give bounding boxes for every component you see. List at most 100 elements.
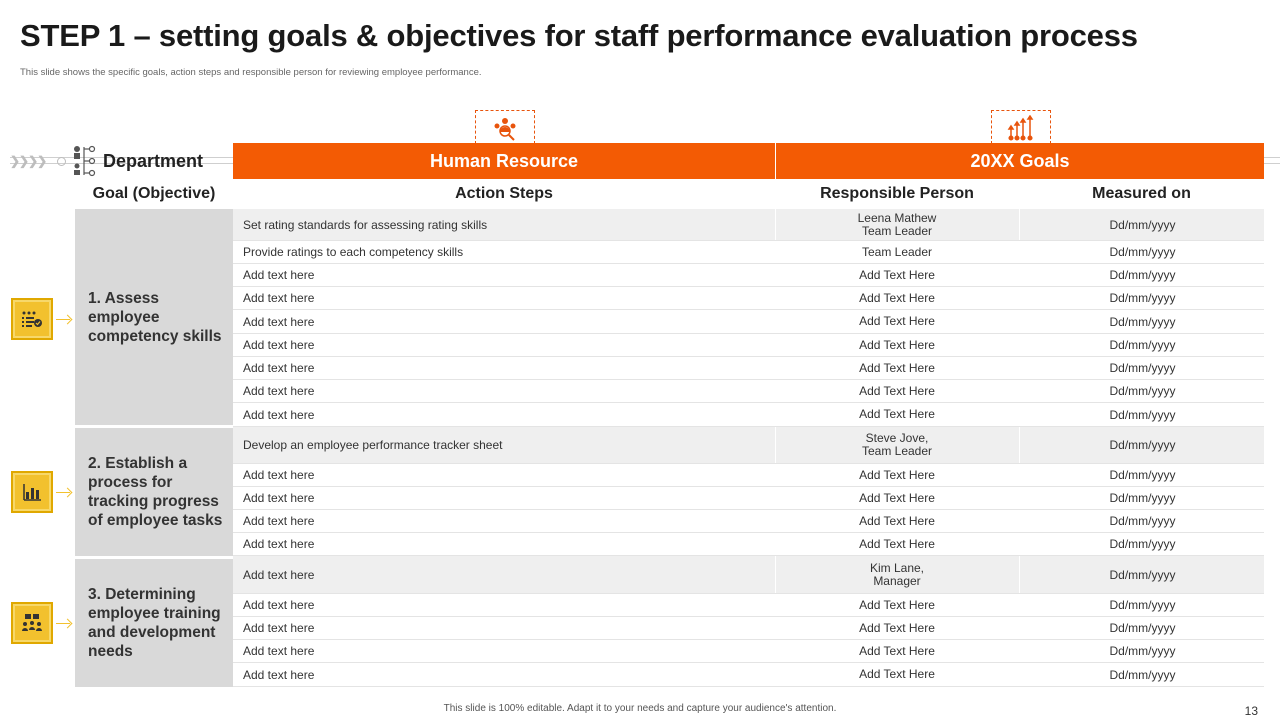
table-row: Add text here Add Text Here Dd/mm/yyyy xyxy=(233,357,1264,380)
responsible-person-cell: Kim Lane, Manager xyxy=(775,556,1019,593)
responsible-person-cell: Team Leader xyxy=(775,241,1019,263)
action-step-cell: Add text here xyxy=(243,384,315,398)
goal-connector-arrow xyxy=(56,492,70,493)
responsible-person-header: Responsible Person xyxy=(820,185,974,202)
measured-on-cell: Dd/mm/yyyy xyxy=(1109,667,1176,682)
responsible-person-cell: Add Text Here xyxy=(775,640,1019,662)
column-divider xyxy=(775,427,776,463)
column-divider xyxy=(1019,209,1020,240)
action-step-cell: Add text here xyxy=(243,268,315,282)
header-guide-line xyxy=(10,157,233,158)
action-step-cell: Add text here xyxy=(243,537,315,551)
column-divider xyxy=(775,209,776,240)
action-step-cell: Add text here xyxy=(243,598,315,612)
table-row: Add text here Add Text Here Dd/mm/yyyy xyxy=(233,380,1264,403)
column-divider xyxy=(1019,510,1020,532)
training-group-icon xyxy=(11,602,53,644)
responsible-person-text: Add Text Here xyxy=(859,314,935,328)
column-divider xyxy=(775,663,776,686)
table-row: Add text here Add Text Here Dd/mm/yyyy xyxy=(233,287,1264,310)
action-step-cell: Add text here xyxy=(243,491,315,505)
team-search-icon xyxy=(475,110,535,144)
measured-on-cell: Dd/mm/yyyy xyxy=(1109,468,1176,482)
responsible-person-cell: Add Text Here xyxy=(775,487,1019,509)
responsible-person-cell: Add Text Here xyxy=(775,594,1019,616)
column-divider xyxy=(1019,310,1020,333)
table-row: Add text here Add Text Here Dd/mm/yyyy xyxy=(233,264,1264,287)
table-row: Add text here Kim Lane, Manager Dd/mm/yyyy xyxy=(233,556,1264,594)
header-guide-line xyxy=(10,163,233,164)
responsible-person-text: Add Text Here xyxy=(859,467,935,482)
column-divider xyxy=(775,287,776,309)
department-header: Human Resource xyxy=(233,143,775,179)
band-divider xyxy=(775,143,776,179)
measured-on-cell: Dd/mm/yyyy xyxy=(1109,245,1176,259)
column-divider xyxy=(1019,287,1020,309)
responsible-person-cell: Add Text Here xyxy=(775,403,1019,426)
measured-on-cell: Dd/mm/yyyy xyxy=(1109,537,1176,551)
column-divider xyxy=(1019,380,1020,402)
department-label: Department xyxy=(103,151,204,171)
table-row: Develop an employee performance tracker … xyxy=(233,427,1264,464)
measured-on-cell: Dd/mm/yyyy xyxy=(1109,314,1176,329)
measured-on-cell: Dd/mm/yyyy xyxy=(1109,384,1176,398)
responsible-person-cell: Steve Jove, Team Leader xyxy=(775,427,1019,463)
column-divider xyxy=(1019,556,1020,593)
measured-on-cell: Dd/mm/yyyy xyxy=(1109,291,1176,305)
table-row: Add text here Add Text Here Dd/mm/yyyy xyxy=(233,510,1264,533)
column-divider xyxy=(1019,663,1020,686)
responsible-person-text: Add Text Here xyxy=(859,267,935,282)
column-divider xyxy=(1019,487,1020,509)
checklist-icon xyxy=(11,298,53,340)
column-divider xyxy=(1019,594,1020,616)
column-divider xyxy=(1019,533,1020,555)
column-divider xyxy=(775,357,776,379)
page-number: 13 xyxy=(1244,704,1258,718)
column-divider xyxy=(775,334,776,356)
org-chart-icon xyxy=(72,144,96,183)
column-divider xyxy=(1019,617,1020,639)
table-row: Provide ratings to each competency skill… xyxy=(233,241,1264,264)
responsible-person-cell: Add Text Here xyxy=(775,380,1019,402)
circle-marker-icon xyxy=(57,157,66,166)
growth-arrows-icon xyxy=(991,110,1051,144)
responsible-person-cell: Add Text Here xyxy=(775,663,1019,686)
responsible-person-text: Add Text Here xyxy=(859,407,935,421)
action-step-cell: Add text here xyxy=(243,407,315,422)
measured-on-cell: Dd/mm/yyyy xyxy=(1109,268,1176,282)
column-divider xyxy=(1019,427,1020,463)
column-divider xyxy=(775,380,776,402)
responsible-person-cell: Add Text Here xyxy=(775,464,1019,486)
responsible-person-cell: Add Text Here xyxy=(775,357,1019,379)
column-divider xyxy=(775,310,776,333)
column-divider xyxy=(775,510,776,532)
header-guide-line xyxy=(1264,163,1280,164)
action-step-cell: Add text here xyxy=(243,621,315,635)
action-step-cell: Add text here xyxy=(243,514,315,528)
column-divider xyxy=(1019,357,1020,379)
table-row: Add text here Add Text Here Dd/mm/yyyy xyxy=(233,464,1264,487)
responsible-person-cell: Add Text Here xyxy=(775,617,1019,639)
measured-on-cell: Dd/mm/yyyy xyxy=(1109,438,1176,452)
goals-year-header: 20XX Goals xyxy=(776,143,1264,179)
column-divider xyxy=(1019,264,1020,286)
responsible-person-text: Add Text Here xyxy=(859,337,935,352)
responsible-person-cell: Add Text Here xyxy=(775,334,1019,356)
action-steps-header: Action Steps xyxy=(455,185,553,202)
table-row: Set rating standards for assessing ratin… xyxy=(233,209,1264,241)
measured-on-cell: Dd/mm/yyyy xyxy=(1109,598,1176,612)
action-step-cell: Set rating standards for assessing ratin… xyxy=(243,217,488,232)
column-divider xyxy=(775,241,776,263)
responsible-person-cell: Add Text Here xyxy=(775,510,1019,532)
column-divider xyxy=(775,464,776,486)
responsible-person-text: Add Text Here xyxy=(859,597,935,612)
responsible-person-cell: Add Text Here xyxy=(775,310,1019,333)
column-divider xyxy=(1019,403,1020,426)
responsible-person-text: Add Text Here xyxy=(859,667,935,681)
measured-on-cell: Dd/mm/yyyy xyxy=(1109,407,1176,422)
goal-connector-arrow xyxy=(56,623,70,624)
action-step-cell: Develop an employee performance tracker … xyxy=(243,438,503,452)
action-step-cell: Add text here xyxy=(243,468,315,482)
action-step-cell: Add text here xyxy=(243,291,315,305)
responsible-person-text: Add Text Here xyxy=(859,490,935,505)
